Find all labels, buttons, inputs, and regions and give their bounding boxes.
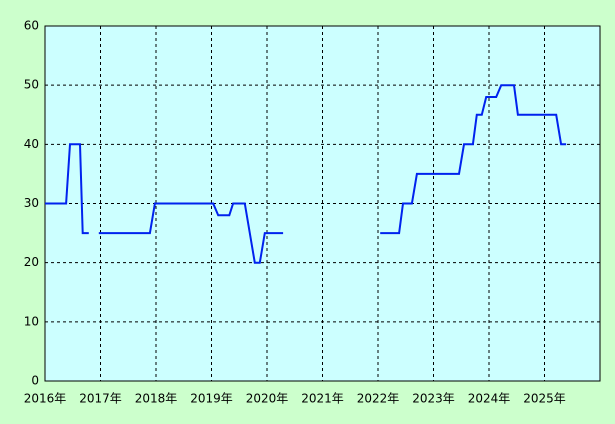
x-tick-label: 2020年 xyxy=(246,392,289,406)
x-tick-label: 2024年 xyxy=(468,392,511,406)
line xyxy=(45,84,567,264)
y-tick-label: 30 xyxy=(24,196,39,210)
x-tick-label: 2016年 xyxy=(24,392,67,406)
x-tick-label: 2018年 xyxy=(135,392,178,406)
y-tick-label: 10 xyxy=(24,314,39,328)
y-tick-label: 50 xyxy=(24,78,39,92)
y-tick-label: 40 xyxy=(24,137,39,151)
y-tick-label: 60 xyxy=(24,19,39,33)
x-tick-label: 2023年 xyxy=(412,392,455,406)
x-tick-label: 2017年 xyxy=(79,392,122,406)
x-tick-label: 2022年 xyxy=(357,392,400,406)
y-tick-label: 20 xyxy=(24,255,39,269)
y-tick-label: 0 xyxy=(31,374,39,388)
x-tick-label: 2025年 xyxy=(523,392,566,406)
x-tick-label: 2019年 xyxy=(190,392,233,406)
x-tick-label: 2021年 xyxy=(301,392,344,406)
